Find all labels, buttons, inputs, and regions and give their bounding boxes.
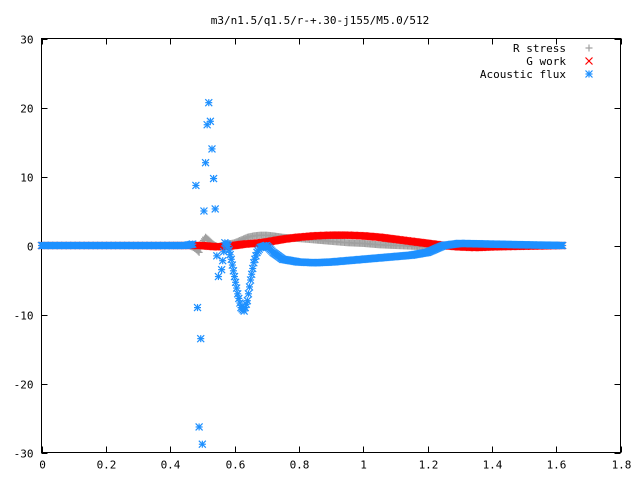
x-tick-label: 0.4 — [161, 459, 181, 472]
legend-marker — [585, 44, 593, 52]
x-tick-label: 0.6 — [226, 459, 246, 472]
data-point — [212, 251, 221, 260]
data-point — [225, 246, 234, 255]
chart-title: m3/n1.5/q1.5/r-+.30-j155/M5.0/512 — [211, 14, 430, 27]
y-tick-label: -30 — [14, 448, 34, 461]
data-point — [209, 174, 218, 183]
legend-label: G work — [526, 55, 566, 68]
x-tick-label: 1 — [360, 459, 367, 472]
legend-marker — [585, 57, 593, 65]
x-tick-label: 0 — [39, 459, 46, 472]
data-point — [195, 423, 204, 431]
data-point — [558, 241, 567, 250]
data-point — [211, 205, 220, 213]
data-point — [201, 158, 210, 167]
x-tick-label: 1.2 — [419, 459, 439, 472]
data-point — [206, 117, 215, 126]
x-tick-label: 1.4 — [483, 459, 503, 472]
data-point — [224, 241, 232, 250]
data-point — [208, 144, 216, 153]
legend-label: Acoustic flux — [480, 68, 566, 81]
data-point — [231, 278, 240, 287]
series-acoustic-flux — [37, 98, 567, 449]
y-tick-label: 0 — [27, 241, 34, 254]
data-point — [193, 303, 202, 312]
data-point — [219, 247, 228, 256]
data-point — [217, 265, 226, 274]
y-tick-label: 30 — [20, 34, 33, 47]
data-point — [196, 334, 205, 343]
data-point — [198, 440, 207, 449]
y-tick-label: -20 — [14, 379, 34, 392]
x-tick-label: 0.8 — [290, 459, 310, 472]
x-tick-label: 0.2 — [97, 459, 117, 472]
y-tick-label: 20 — [20, 103, 33, 116]
data-point — [244, 289, 253, 298]
data-point — [245, 282, 254, 291]
data-point — [204, 98, 213, 107]
data-point — [246, 276, 255, 284]
x-tick-label: 1.6 — [547, 459, 567, 472]
x-tick-label: 1.8 — [612, 459, 632, 472]
data-point — [218, 256, 227, 265]
data-point — [214, 272, 223, 281]
data-point — [195, 248, 203, 256]
chart-axes: 0 0.2 0.4 0.6 0.8 1 1.2 1.4 1.6 1.8 30 20 10 0 -10 -20 -… — [14, 34, 632, 472]
data-point — [200, 207, 208, 215]
chart-series — [37, 98, 567, 449]
data-point — [191, 181, 200, 190]
y-tick-label: 10 — [20, 172, 33, 185]
data-point — [188, 240, 197, 249]
data-point — [226, 250, 235, 259]
legend-label: R stress — [513, 42, 566, 55]
data-point — [234, 294, 243, 303]
data-point — [233, 289, 242, 298]
data-point — [243, 296, 252, 305]
legend-marker — [585, 70, 593, 78]
y-tick-label: -10 — [14, 310, 34, 323]
